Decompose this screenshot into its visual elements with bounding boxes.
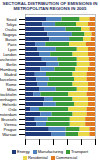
svg-text:60: 60 <box>65 147 70 148</box>
svg-text:Brussels: Brussels <box>1 116 17 122</box>
svg-text:Osaka: Osaka <box>4 26 17 32</box>
svg-text:Seoul: Seoul <box>6 16 17 22</box>
svg-text:40: 40 <box>51 147 56 148</box>
svg-text:80: 80 <box>79 147 84 148</box>
svg-text:Vienna: Vienna <box>4 121 17 127</box>
svg-text:Lyon: Lyon <box>8 46 17 52</box>
svg-text:Hamburg: Hamburg <box>0 66 17 72</box>
svg-text:Tokyo: Tokyo <box>6 21 17 27</box>
svg-text:Oslo: Oslo <box>8 106 17 112</box>
svg-text:London: London <box>3 51 17 57</box>
svg-text:Paris: Paris <box>7 41 17 47</box>
html-text:SECTORAL DISTRIBUTION OF EMISS: SECTORAL DISTRIBUTION OF EMISSIONS IN ME… <box>2 1 98 11</box>
svg-text:Helsinki: Helsinki <box>2 101 17 107</box>
html-text:Manufacturing: Manufacturing <box>37 149 63 154</box>
html-text:Energy: Energy <box>17 149 30 154</box>
svg-text:Berlin: Berlin <box>6 61 17 67</box>
svg-text:Rome: Rome <box>5 81 17 87</box>
html-text:Residential: Residential <box>27 155 48 160</box>
svg-text:Nagoya: Nagoya <box>2 31 17 37</box>
svg-text:Warsaw: Warsaw <box>2 132 16 137</box>
html-text:Commercial: Commercial <box>55 155 78 160</box>
svg-text:Milan: Milan <box>6 86 17 92</box>
html-text:Transport: Transport <box>71 149 88 154</box>
svg-text:20: 20 <box>37 147 42 148</box>
svg-text:100: 100 <box>92 147 99 148</box>
svg-text:Busan: Busan <box>5 36 17 42</box>
svg-text:Madrid: Madrid <box>4 71 17 77</box>
svg-text:Prague: Prague <box>3 126 17 132</box>
svg-text:0: 0 <box>24 147 27 148</box>
